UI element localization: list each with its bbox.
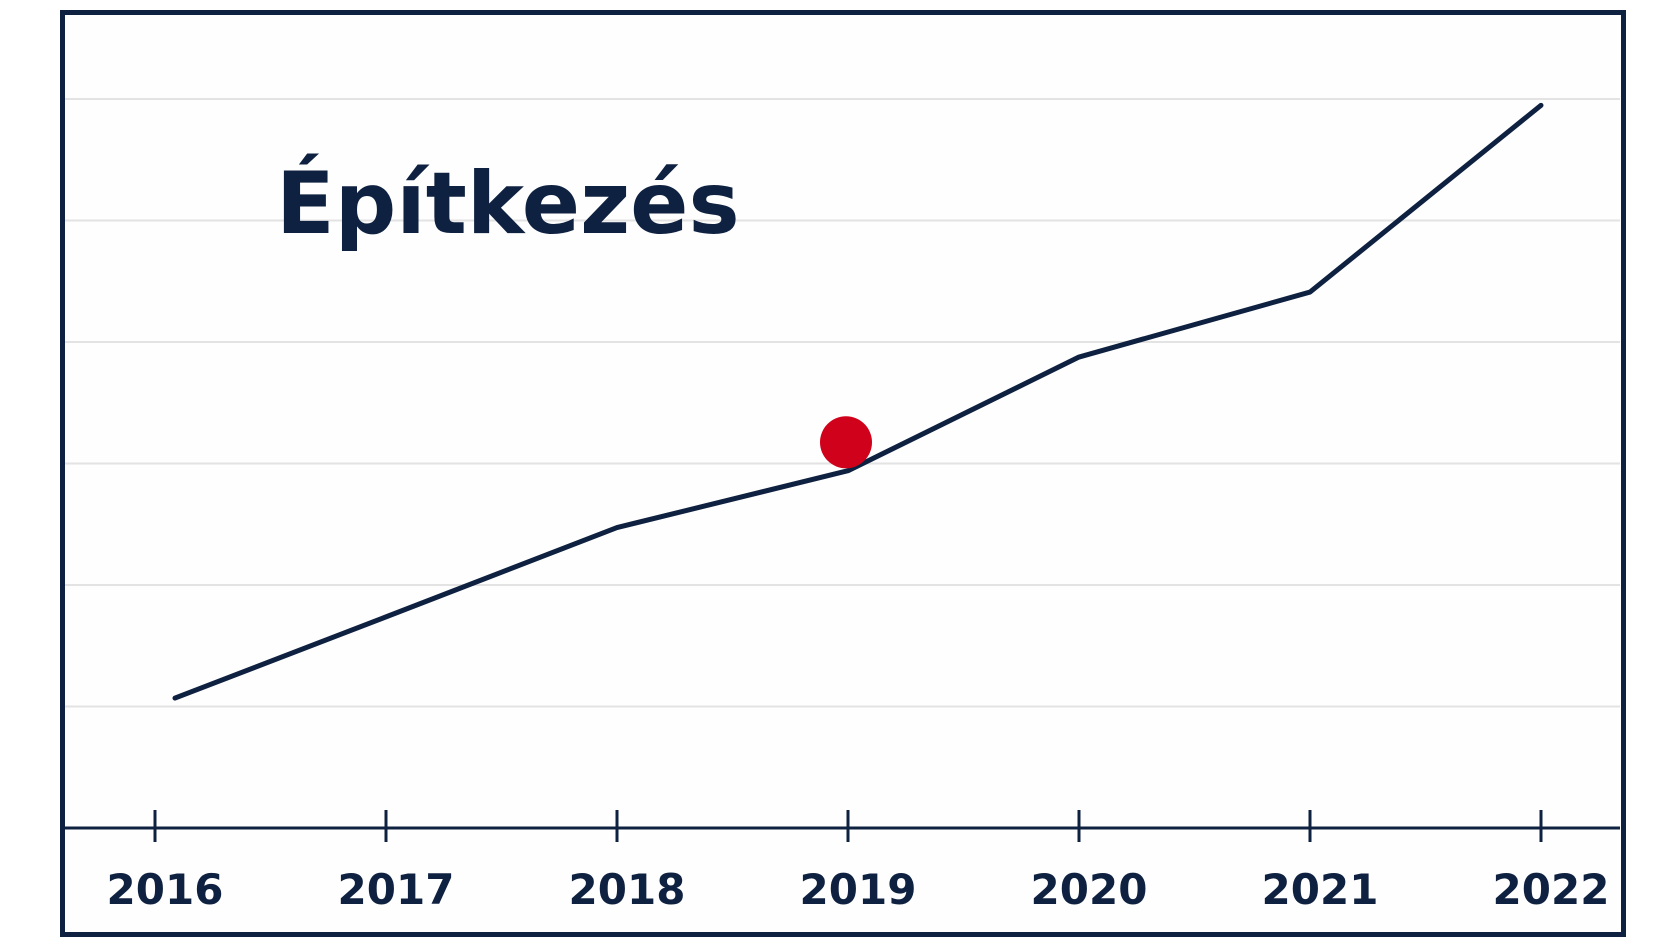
x-tick-label: 2022 [1493, 865, 1610, 914]
chart-title: Építkezés [276, 153, 740, 254]
x-tick-label: 2020 [1031, 865, 1148, 914]
grid-lines [65, 98, 1620, 708]
series-line [172, 102, 1544, 701]
x-tick-label: 2021 [1262, 865, 1379, 914]
x-tick-label: 2019 [800, 865, 917, 914]
x-tick-label: 2017 [338, 865, 455, 914]
x-tick-label: 2018 [569, 865, 686, 914]
x-axis-ticks: 2016 2017 2018 2019 2020 2021 2022 [107, 810, 1610, 914]
highlight-point [820, 416, 872, 469]
x-tick-label: 2016 [107, 865, 224, 914]
